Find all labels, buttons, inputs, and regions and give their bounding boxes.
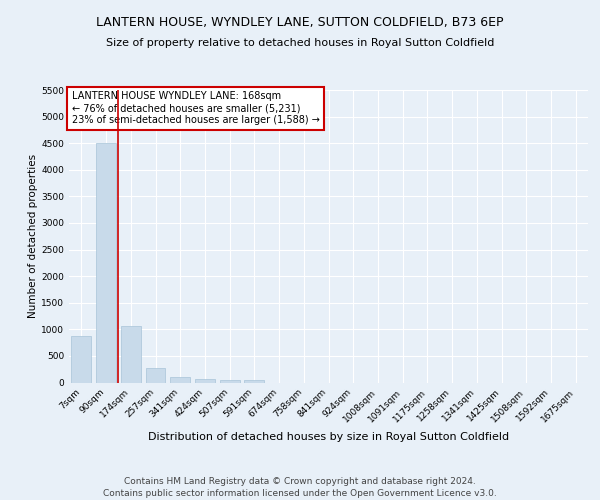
Bar <box>71 336 91 382</box>
Text: LANTERN HOUSE WYNDLEY LANE: 168sqm
← 76% of detached houses are smaller (5,231)
: LANTERN HOUSE WYNDLEY LANE: 168sqm ← 76%… <box>71 92 319 124</box>
Bar <box>146 368 166 382</box>
Bar <box>220 380 239 382</box>
Text: LANTERN HOUSE, WYNDLEY LANE, SUTTON COLDFIELD, B73 6EP: LANTERN HOUSE, WYNDLEY LANE, SUTTON COLD… <box>96 16 504 29</box>
Bar <box>195 379 215 382</box>
Bar <box>170 378 190 382</box>
Bar <box>96 143 116 382</box>
Text: Contains HM Land Registry data © Crown copyright and database right 2024.
Contai: Contains HM Land Registry data © Crown c… <box>103 477 497 498</box>
Text: Size of property relative to detached houses in Royal Sutton Coldfield: Size of property relative to detached ho… <box>106 38 494 48</box>
Y-axis label: Number of detached properties: Number of detached properties <box>28 154 38 318</box>
X-axis label: Distribution of detached houses by size in Royal Sutton Coldfield: Distribution of detached houses by size … <box>148 432 509 442</box>
Bar <box>121 326 140 382</box>
Bar <box>244 380 264 382</box>
